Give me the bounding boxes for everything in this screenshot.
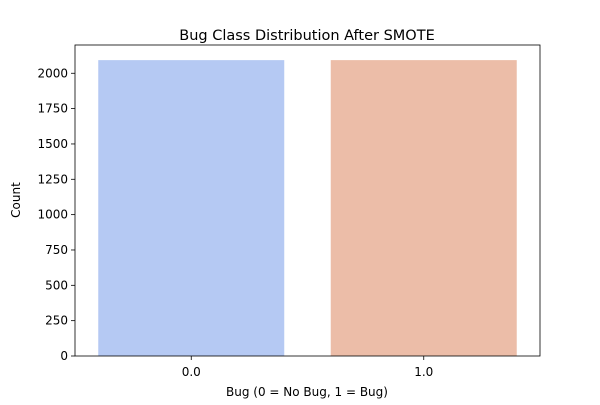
x-tick-label: 0.0 [182,365,201,379]
y-axis-label: Count [9,182,23,218]
y-axis-ticks: 0 250 500 750 1000 1250 1500 1750 2000 [37,66,75,363]
bar-1.0 [330,60,517,356]
y-tick-label: 250 [45,314,68,328]
y-tick-label: 0 [60,349,68,363]
y-tick-label: 1750 [37,102,68,116]
y-tick-label: 1500 [37,137,68,151]
chart-title: Bug Class Distribution After SMOTE [179,28,435,44]
x-axis-label: Bug (0 = No Bug, 1 = Bug) [226,385,388,399]
bars-group [98,60,517,356]
y-tick-label: 2000 [37,66,68,80]
y-tick-label: 500 [45,278,68,292]
y-tick-label: 750 [45,243,68,257]
x-axis-ticks: 0.0 1.0 [182,356,433,379]
y-tick-label: 1000 [37,208,68,222]
y-tick-label: 1250 [37,172,68,186]
x-tick-label: 1.0 [414,365,433,379]
bar-0.0 [98,60,285,356]
plot-frame [74,44,541,357]
